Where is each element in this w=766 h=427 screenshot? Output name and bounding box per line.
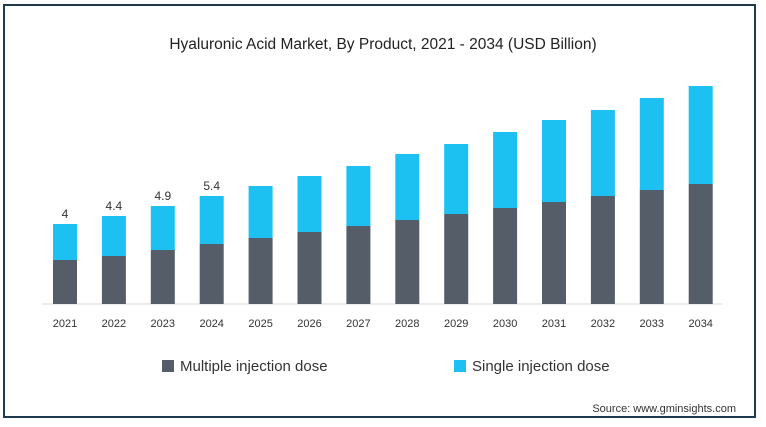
bar-single-2034 (688, 86, 713, 184)
bar-single-2026 (297, 176, 322, 232)
bar-single-2033 (639, 98, 664, 190)
bar-single-2030 (493, 132, 518, 208)
bar-multiple-2021 (53, 260, 77, 304)
chart-title: Hyaluronic Acid Market, By Product, 2021… (169, 36, 596, 53)
x-tick-2022: 2022 (102, 318, 126, 330)
x-tick-2026: 2026 (297, 318, 321, 330)
source-note: Source: www.gminsights.com (592, 403, 736, 415)
bar-multiple-2028 (395, 220, 420, 304)
bar-single-2021 (53, 224, 77, 260)
bar-multiple-2025 (248, 238, 273, 304)
x-tick-2029: 2029 (444, 318, 468, 330)
bar-multiple-2031 (542, 202, 566, 304)
legend-label-single-injection-dose: Single injection dose (472, 358, 610, 375)
data-label-2021: 4 (62, 207, 69, 221)
bar-multiple-2034 (688, 184, 713, 304)
x-tick-2031: 2031 (542, 318, 566, 330)
bar-multiple-2032 (590, 196, 615, 304)
bar-multiple-2026 (297, 232, 322, 304)
bar-multiple-2023 (150, 250, 175, 304)
bar-multiple-2022 (101, 256, 126, 304)
bar-single-2027 (346, 166, 371, 226)
x-tick-2023: 2023 (151, 318, 175, 330)
bar-multiple-2033 (639, 190, 664, 304)
bar-single-2025 (248, 186, 273, 238)
bar-multiple-2029 (444, 214, 469, 304)
bar-single-2031 (542, 120, 566, 202)
x-tick-2024: 2024 (199, 318, 223, 330)
bar-multiple-2030 (493, 208, 518, 304)
data-label-2023: 4.9 (154, 189, 171, 203)
bar-single-2032 (590, 110, 615, 196)
x-tick-labels: 2021 2022 2023 2024 2025 2026 2027 2028 2029 2030… (53, 318, 713, 330)
bar-multiple-2024 (199, 244, 224, 304)
x-tick-2030: 2030 (493, 318, 517, 330)
data-labels: 4 4.4 4.9 5.4 (62, 179, 221, 221)
data-label-2022: 4.4 (106, 199, 123, 213)
data-label-2024: 5.4 (203, 179, 220, 193)
bars-group (53, 86, 713, 304)
x-tick-2028: 2028 (395, 318, 419, 330)
x-tick-2027: 2027 (346, 318, 370, 330)
legend-swatch-single-injection-dose (454, 360, 466, 372)
x-tick-2034: 2034 (688, 318, 712, 330)
x-tick-2033: 2033 (640, 318, 664, 330)
x-tick-2032: 2032 (591, 318, 615, 330)
bar-single-2028 (395, 154, 420, 220)
bar-single-2022 (101, 216, 126, 256)
bar-multiple-2027 (346, 226, 371, 304)
legend-label-multiple-injection-dose: Multiple injection dose (180, 358, 328, 375)
bar-single-2029 (444, 144, 469, 214)
x-tick-2025: 2025 (248, 318, 272, 330)
legend-swatch-multiple-injection-dose (162, 360, 174, 372)
bar-single-2023 (150, 206, 175, 250)
chart-frame (3, 4, 756, 418)
bar-single-2024 (199, 196, 224, 244)
x-tick-2021: 2021 (53, 318, 77, 330)
